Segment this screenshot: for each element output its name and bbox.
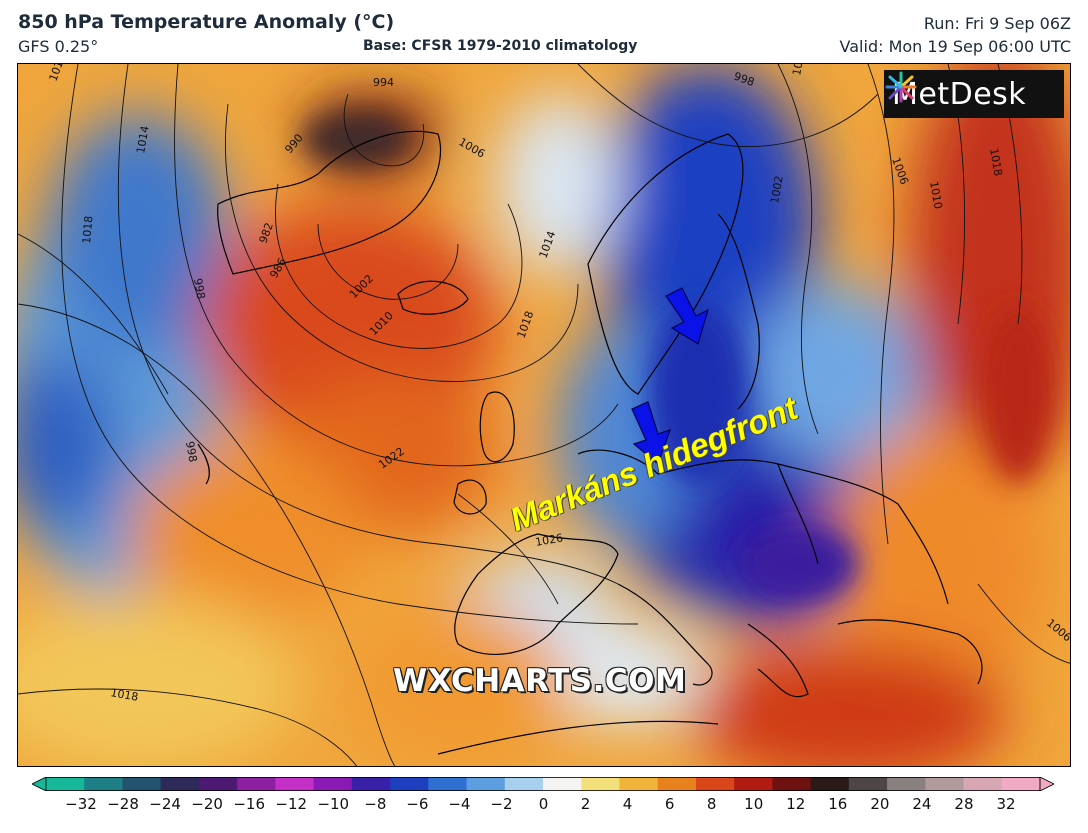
colorbar-segment: [390, 777, 429, 791]
isobar-label: 1014: [134, 125, 152, 155]
colorbar-ticks: −32 −28 −24 −20 −16 −12 −10 −8 −6 −4 −2 0 2 4 6 8 10 12 16…: [0, 795, 1088, 819]
colorbar-segment: [619, 777, 659, 791]
arrow-group: [631, 287, 709, 466]
colorbar-segment: [122, 777, 162, 791]
colorbar-tick-label: −12: [275, 795, 308, 813]
colorbar-segment: [657, 777, 697, 791]
colorbar-tick-label: −20: [191, 795, 223, 813]
colorbar-segment: [925, 777, 965, 791]
isobar-label: 998: [183, 440, 199, 463]
colorbar-tick-label: 6: [664, 795, 675, 813]
colorbar-tick-label: 12: [786, 795, 806, 813]
colorbar-tick-label: −28: [107, 795, 139, 813]
colorbar-tick-label: 32: [996, 795, 1016, 813]
isobar-label: 1018: [80, 215, 95, 244]
blue-arrow-icon: [631, 401, 671, 466]
colorbar-tick-label: −4: [448, 795, 471, 813]
colorbar-tick-label: −16: [233, 795, 265, 813]
colorbar-tick-label: −2: [490, 795, 513, 813]
colorbar-tick-label: 24: [912, 795, 932, 813]
colorbar-segment: [504, 777, 544, 791]
colorbar-segment: [734, 777, 773, 791]
map-canvas: 1010 1014 1018 994 990 982 986 998 1006 …: [18, 64, 1070, 766]
run-time-label: Run: Fri 9 Sep 06Z: [923, 14, 1071, 33]
colorbar-segment: [313, 777, 353, 791]
climatology-base-label: Base: CFSR 1979-2010 climatology: [363, 38, 638, 54]
isobar-label: 1006: [790, 64, 808, 77]
colorbar-tick-label: −24: [149, 795, 181, 813]
colorbar-segment: [160, 777, 200, 791]
temperature-anomaly-map[interactable]: 1010 1014 1018 994 990 982 986 998 1006 …: [17, 63, 1071, 767]
colorbar-segment: [198, 777, 238, 791]
colorbar-tick-label: −10: [317, 795, 350, 813]
colorbar-segment: [810, 777, 850, 791]
colorbar-segment: [887, 777, 926, 791]
isobar-label: 1018: [987, 147, 1005, 177]
model-label: GFS 0.25°: [18, 37, 99, 56]
colorbar-tick-label: 20: [870, 795, 890, 813]
colorbar-segment: [963, 777, 1003, 791]
coastlines: [197, 130, 983, 755]
colorbar-segment: [848, 777, 888, 791]
isobar-label: 1026: [534, 531, 564, 549]
colorbar-segment: [428, 777, 468, 791]
isobar-label: 998: [191, 277, 207, 300]
colorbar-tick-label: 8: [706, 795, 717, 813]
colorbar-segment: [466, 777, 506, 791]
colorbar-segment: [772, 777, 812, 791]
colorbar-segment: [46, 777, 85, 791]
colorbar-tick-label: 16: [828, 795, 848, 813]
colorbar-tick-label: 28: [954, 795, 974, 813]
colorbar-tick-label: −8: [364, 795, 387, 813]
colorbar-max-arrow: [1039, 776, 1055, 792]
colorbar-segment: [275, 777, 315, 791]
colorbar-tick-label: 0: [538, 795, 549, 813]
colorbar-tick-label: −32: [65, 795, 97, 813]
colorbar-tick-label: 10: [744, 795, 764, 813]
metdesk-logo: MetDesk: [884, 70, 1064, 118]
isobar-label: 994: [373, 76, 394, 89]
isobar-label: 1002: [768, 175, 786, 205]
blue-arrow-icon: [665, 287, 709, 345]
wxcharts-watermark: WXCHARTS.COM: [393, 663, 687, 699]
anomaly-detail: [303, 111, 1053, 604]
colorbar-tick-label: 2: [580, 795, 591, 813]
colorbar-segment: [84, 777, 124, 791]
valid-time-label: Valid: Mon 19 Sep 06:00 UTC: [839, 37, 1071, 56]
isobar-label: 1010: [927, 180, 945, 210]
colorbar-segment: [237, 777, 276, 791]
colorbar-min-arrow: [31, 776, 47, 792]
colorbar-segment: [581, 777, 621, 791]
metdesk-burst-icon: [885, 71, 917, 103]
metdesk-logo-text: MetDesk: [892, 76, 1027, 112]
colorbar-frame: [45, 777, 1041, 791]
colorbar-tick-label: −6: [406, 795, 429, 813]
colorbar: [31, 776, 1055, 792]
isobar-label: 1018: [109, 686, 139, 704]
colorbar-svg: [31, 776, 1055, 792]
chart-title: 850 hPa Temperature Anomaly (°C): [18, 11, 395, 33]
colorbar-tick-label: 4: [622, 795, 633, 813]
colorbar-segment: [351, 777, 391, 791]
colorbar-segment: [695, 777, 735, 791]
colorbar-segment: [543, 777, 582, 791]
colorbar-segment: [1001, 777, 1041, 791]
